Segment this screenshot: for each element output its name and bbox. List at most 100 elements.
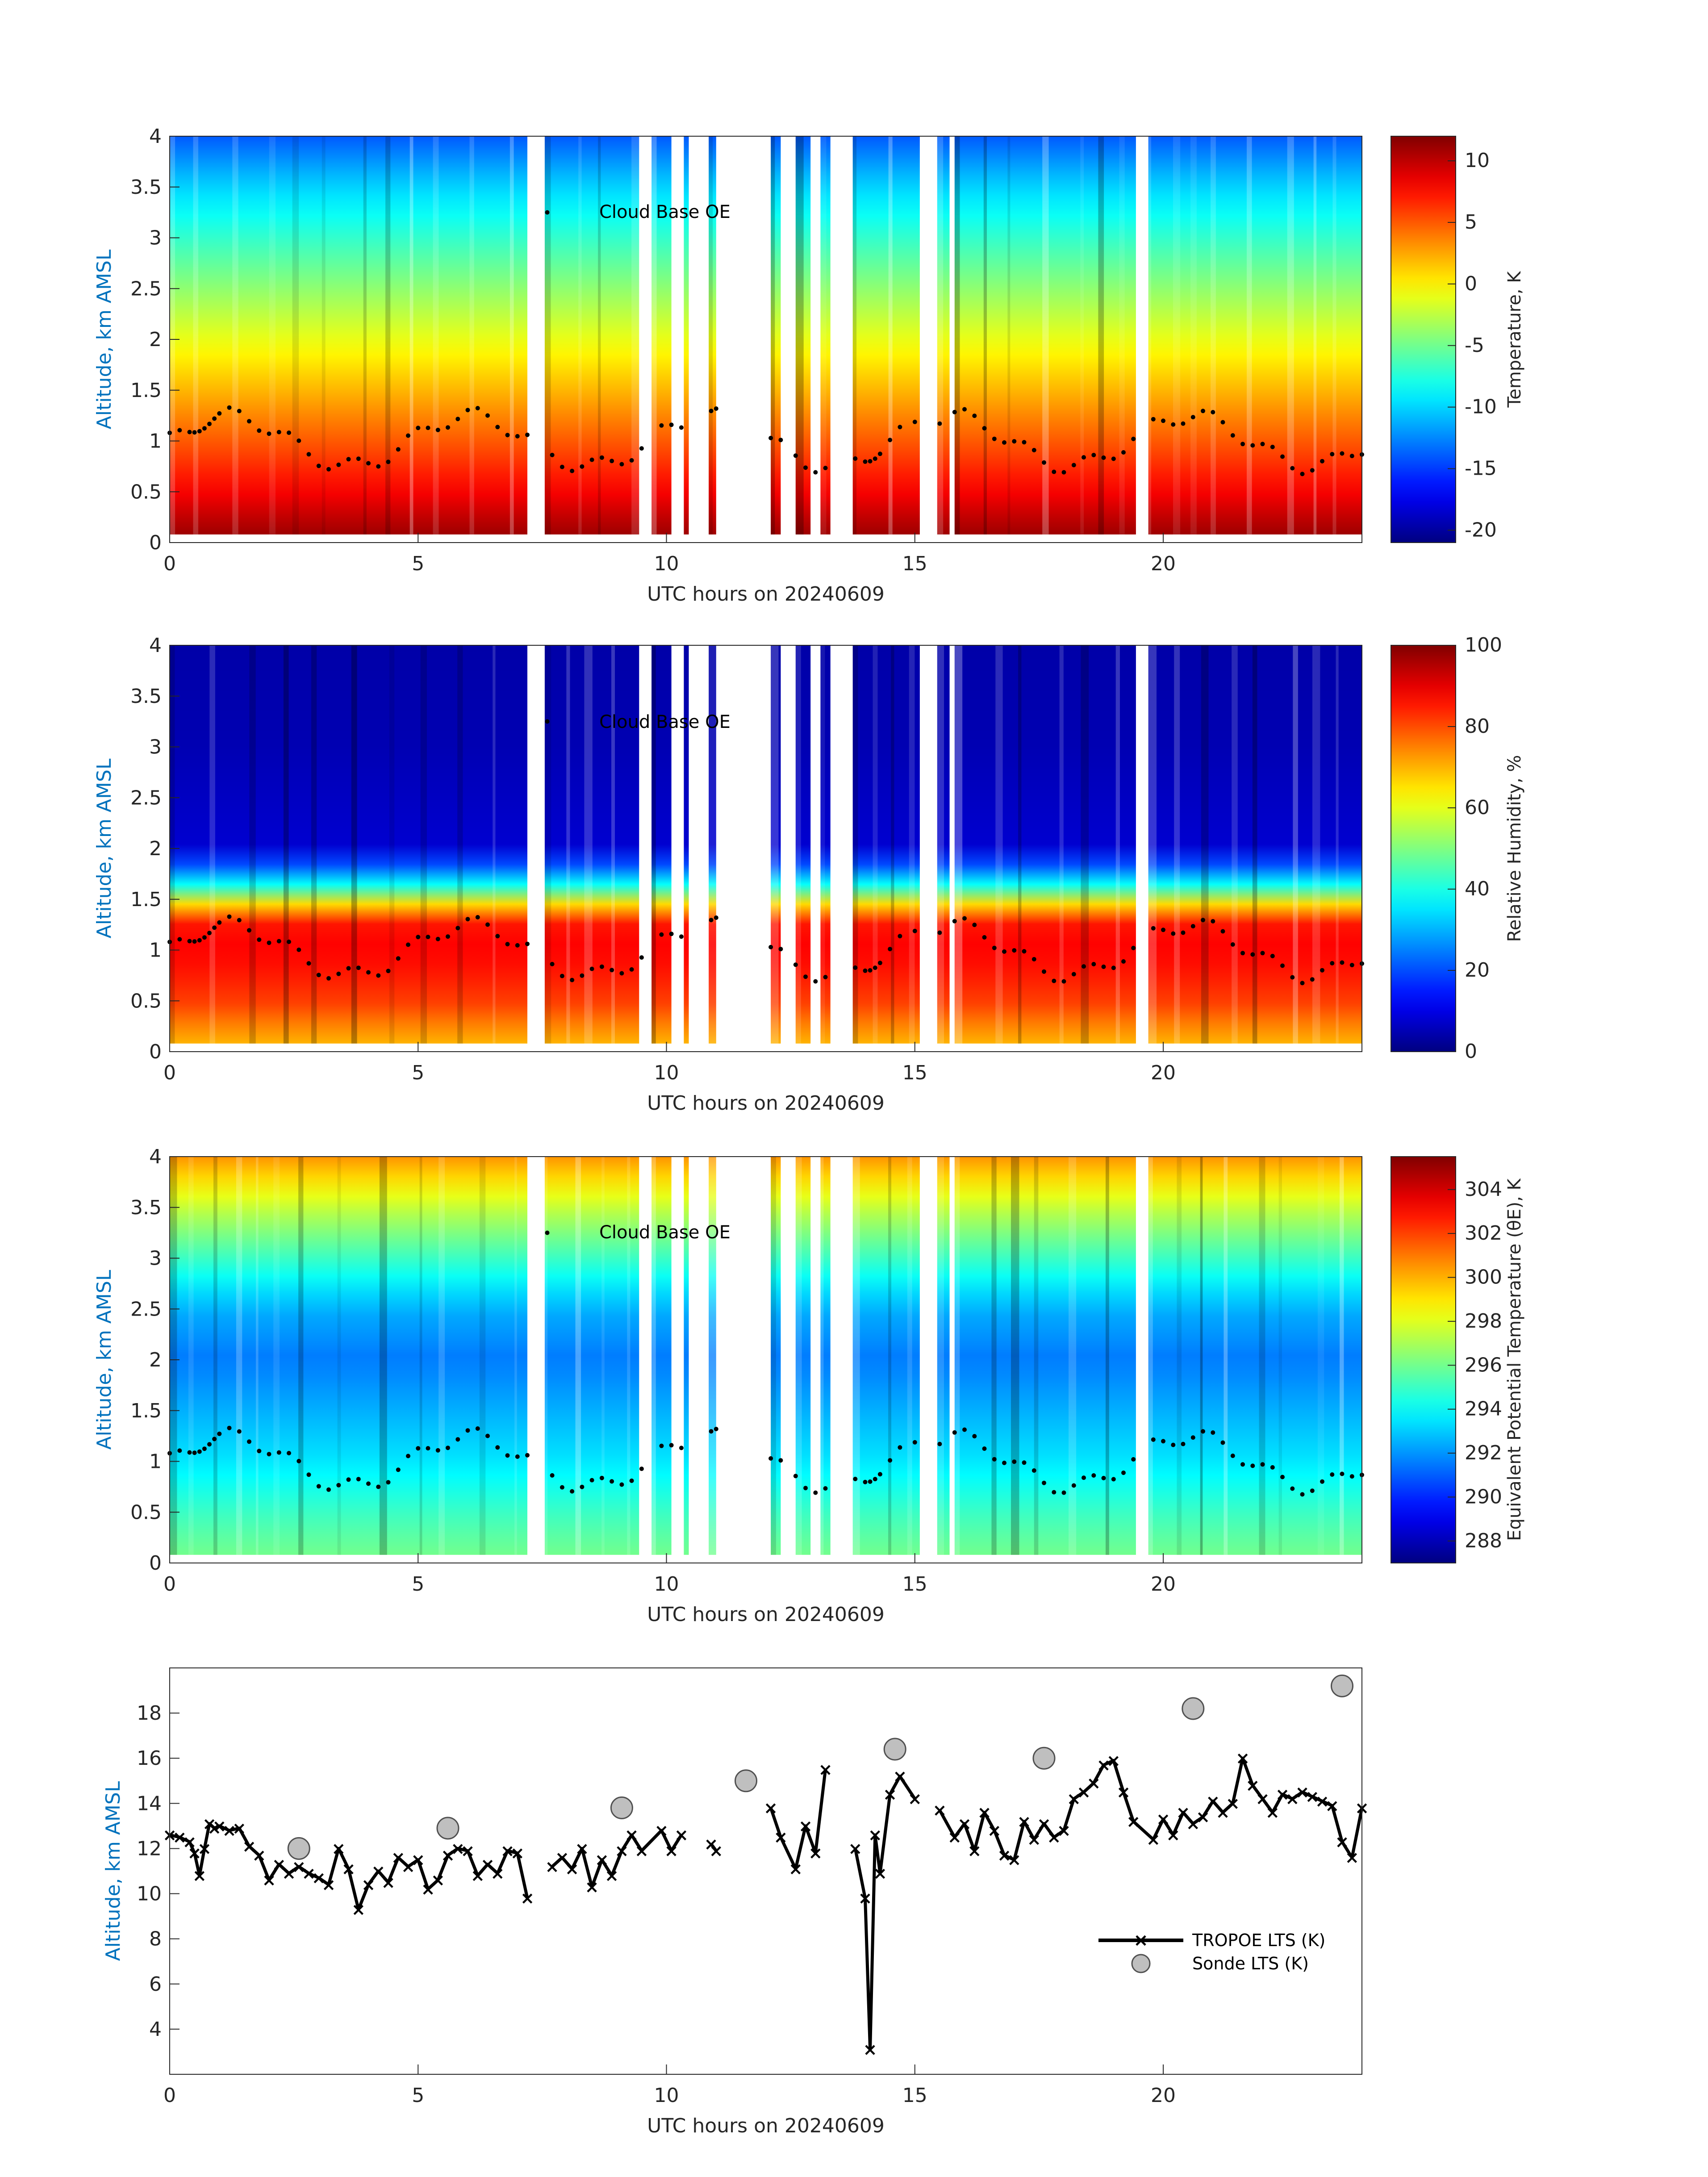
heatmap-streak <box>954 645 963 1044</box>
lts-point: × <box>212 1816 226 1836</box>
cloud-base-point <box>465 1428 470 1433</box>
heatmap-block-4 <box>709 645 716 1044</box>
cloud-base-point <box>1230 433 1235 438</box>
cloud-base-point <box>435 427 440 432</box>
lts-point: × <box>188 1843 202 1863</box>
heatmap-streak <box>544 136 551 535</box>
cloud-base-point <box>1201 918 1205 923</box>
cloud-base-point <box>296 438 301 443</box>
cloud-base-point <box>1052 469 1057 474</box>
heatmap-streak <box>1059 645 1064 1044</box>
heatmap-streak <box>1069 1157 1077 1555</box>
legend-label-sonde: Sonde LTS (K) <box>1192 1954 1309 1973</box>
panel-temperature: Cloud Base OE 0 5 10 15 20 0 0.5 1 1.5 2 2.5 3 3.5 4… <box>93 125 1525 606</box>
heatmap-block-11 <box>1148 136 1362 535</box>
heatmap-streak <box>771 645 779 1044</box>
heatmap-streak <box>322 136 326 535</box>
cloud-base-point <box>316 973 321 978</box>
cloud-base-point <box>495 934 500 939</box>
lts-point: × <box>605 1866 619 1885</box>
heatmap-streak <box>1224 1157 1228 1555</box>
heatmap-streak <box>170 645 175 1044</box>
cloud-base-point <box>1220 929 1225 934</box>
heatmap-streak <box>1018 645 1022 1044</box>
cloud-base-point <box>1002 949 1006 954</box>
heatmap-streak <box>852 1157 860 1555</box>
heatmap-block-10 <box>954 136 1136 535</box>
cloud-base-point <box>1002 440 1006 445</box>
lts-point: × <box>868 1825 882 1845</box>
cloud-base-point <box>287 940 291 944</box>
cloud-base-point <box>336 462 341 467</box>
lts-point: × <box>858 1889 873 1908</box>
cloud-base-point <box>992 945 997 950</box>
heatmap-streak <box>1080 136 1084 535</box>
y-tick-label: 2.5 <box>130 1298 162 1320</box>
cloud-base-point <box>619 462 624 467</box>
cloud-base-point <box>912 928 917 933</box>
cloud-base-point <box>366 461 371 466</box>
x-tick-label: 10 <box>654 1061 679 1084</box>
y-ticks-relative-humidity: 0 0.5 1 1.5 2 2.5 3 3.5 4 <box>130 634 180 1063</box>
lts-point: × <box>461 1841 475 1861</box>
lts-point: × <box>381 1872 396 1892</box>
cloud-base-point <box>465 917 470 922</box>
heatmap-streak <box>1148 136 1151 535</box>
lts-point: × <box>421 1879 435 1899</box>
heatmap-block-11 <box>1148 645 1362 1044</box>
cloud-base-point <box>386 460 391 464</box>
x-tick-label: 5 <box>412 2084 424 2107</box>
lts-point: × <box>819 1760 833 1780</box>
cloud-base-point <box>1300 981 1305 986</box>
heatmap-streak <box>469 136 474 535</box>
heatmap-block-5 <box>771 1157 781 1555</box>
cloud-base-point <box>1310 977 1315 982</box>
x-tick-label: 15 <box>902 1573 927 1596</box>
cloud-base-point <box>877 961 882 965</box>
cloud-base-point <box>1330 1472 1335 1477</box>
sonde-point <box>735 1769 757 1793</box>
cloud-base-point <box>768 435 773 440</box>
cloud-base-point <box>952 409 957 414</box>
heatmap-streak <box>820 645 825 1044</box>
cloud-base-point <box>898 425 902 430</box>
cloud-base-point <box>1310 468 1315 473</box>
colorbar-tick-label: 20 <box>1465 959 1490 982</box>
cloud-base-point <box>1131 436 1136 441</box>
cloud-base-point <box>560 974 564 978</box>
y-tick-label: 14 <box>137 1792 162 1815</box>
cloud-base-point <box>1082 964 1086 969</box>
lts-point: × <box>222 1821 237 1840</box>
lts-point: × <box>1226 1793 1240 1813</box>
cloud-base-point <box>1349 1474 1354 1479</box>
heatmap-streak <box>995 645 1003 1044</box>
panel-equivalent-potential-temperature: Cloud Base OE 0 5 10 15 20 0 0.5 1 1.5 2 2.5 3 3.5 4… <box>93 1145 1525 1626</box>
lts-point: × <box>1017 1812 1031 1831</box>
heatmap-block-2 <box>651 1157 672 1555</box>
colorbar-tick-label: 0 <box>1465 1040 1477 1063</box>
cloud-base-point <box>346 966 351 971</box>
cloud-base-annotation-temperature: Cloud Base OE <box>599 202 731 222</box>
heatmap-streak <box>1247 136 1252 535</box>
heatmap-streak <box>1201 645 1209 1044</box>
colorbar-gradient <box>1391 645 1456 1052</box>
lts-point: × <box>614 1841 629 1861</box>
cloud-base-point <box>446 1446 450 1450</box>
heatmap-streak <box>1190 136 1197 535</box>
cloud-base-point <box>1240 951 1245 956</box>
sonde-series <box>287 1674 1353 1860</box>
cloud-base-point <box>287 430 291 435</box>
lts-point: × <box>575 1839 589 1858</box>
lts-point: × <box>401 1857 415 1876</box>
lts-point: × <box>471 1866 485 1885</box>
heatmap-block-7 <box>820 136 831 535</box>
legend-marker-tropoe: × <box>1133 1930 1148 1951</box>
y-tick-label: 4 <box>149 1145 162 1168</box>
cloud-base-point <box>1181 1442 1186 1446</box>
colorbar-tick-label: -10 <box>1465 396 1497 418</box>
heatmap-streak <box>1211 136 1216 535</box>
cloud-base-point <box>1240 1462 1245 1467</box>
colorbar-tick-label: 100 <box>1465 634 1502 656</box>
heatmap-streak <box>1287 136 1294 535</box>
sonde-point <box>287 1837 310 1860</box>
